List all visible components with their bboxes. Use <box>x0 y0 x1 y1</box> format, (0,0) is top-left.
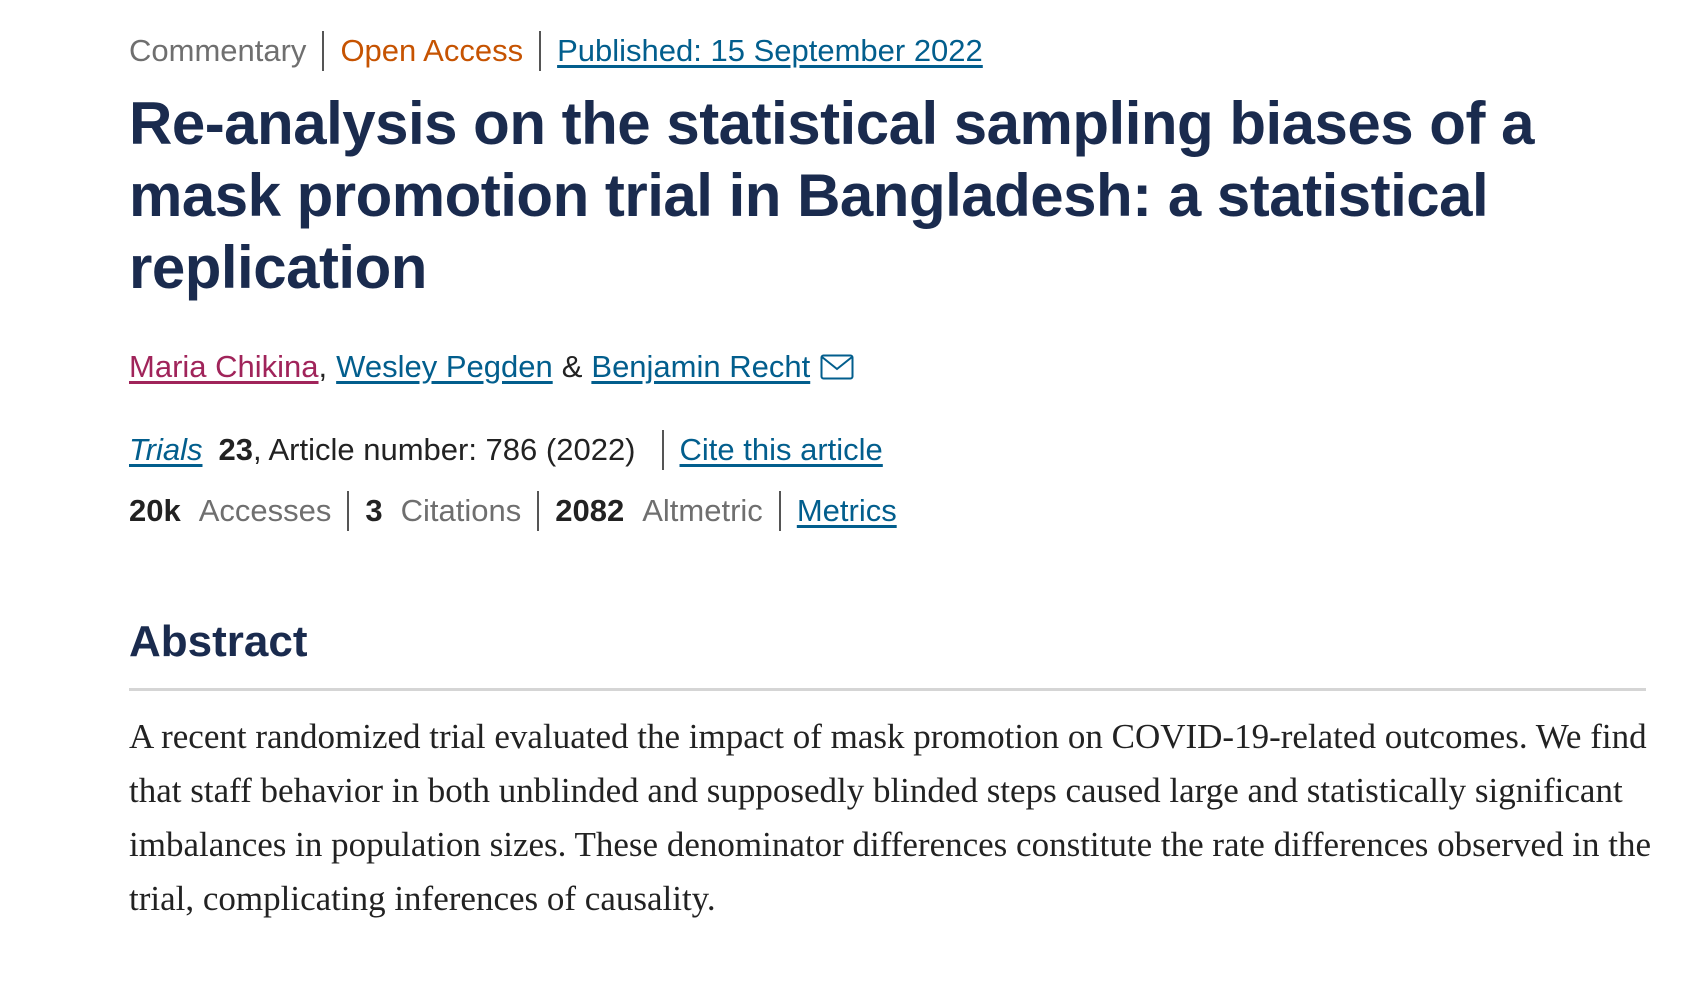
abstract-divider <box>129 688 1646 691</box>
altmetric-score: 2082 <box>555 493 625 528</box>
metrics-divider <box>537 491 540 531</box>
journal-info: Trials 23 , Article number: 786 (2022) C… <box>129 429 883 471</box>
article-title: Re-analysis on the statistical sampling … <box>129 90 1534 301</box>
journal-name-link[interactable]: Trials <box>129 432 203 467</box>
accesses-label: Accesses <box>198 493 332 528</box>
abstract-text: A recent randomized trial evaluated the … <box>129 717 1651 918</box>
open-access-label: Open Access <box>340 33 524 68</box>
article-number: , Article number: 786 (2022) <box>252 432 636 467</box>
citations-count: 3 <box>365 493 383 528</box>
mail-icon[interactable] <box>820 349 854 380</box>
author-link-wesley-pegden[interactable]: Wesley Pegden <box>336 349 553 384</box>
altmetric-label: Altmetric <box>642 493 763 528</box>
metrics-divider <box>347 491 350 531</box>
article-type-label: Commentary <box>129 33 307 68</box>
author-link-benjamin-recht[interactable]: Benjamin Recht <box>591 349 811 384</box>
journal-divider <box>661 430 664 470</box>
meta-divider <box>322 31 325 71</box>
cite-this-article-link[interactable]: Cite this article <box>679 432 883 467</box>
accesses-count: 20k <box>129 493 181 528</box>
author-separator-comma: , <box>318 349 328 384</box>
metrics-divider <box>778 491 781 531</box>
article-meta-bar: Commentary Open Access Published: 15 Sep… <box>129 30 983 72</box>
metrics-link[interactable]: Metrics <box>796 493 897 528</box>
abstract-heading: Abstract <box>129 617 308 666</box>
author-separator-ampersand: & <box>561 349 583 384</box>
journal-volume: 23 <box>218 432 253 467</box>
author-list: Maria Chikina , Wesley Pegden & Benjamin… <box>129 346 854 388</box>
meta-divider <box>539 31 542 71</box>
author-link-maria-chikina[interactable]: Maria Chikina <box>129 349 319 384</box>
published-date-link[interactable]: Published: 15 September 2022 <box>557 33 983 68</box>
citations-label: Citations <box>400 493 522 528</box>
article-metrics: 20k Accesses 3 Citations 2082 Altmetric … <box>129 490 897 532</box>
